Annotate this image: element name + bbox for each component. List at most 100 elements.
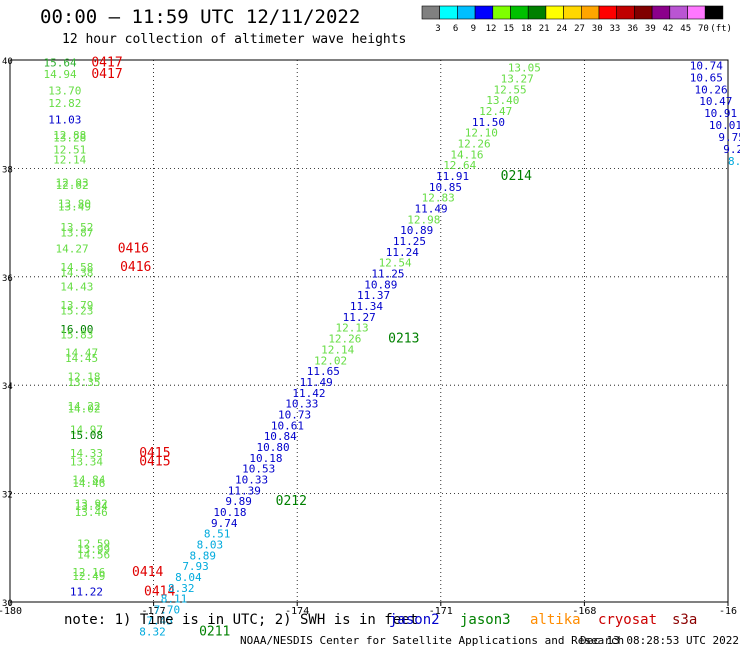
wave-height-label: 12.93: [55, 176, 88, 189]
wave-height-label: 14.45: [65, 352, 98, 365]
wave-height-label: 10.33: [235, 474, 268, 487]
wave-height-label: 9.89: [225, 495, 252, 508]
wave-height-label: 14.84: [72, 474, 105, 487]
x-tick-label: -177: [142, 606, 166, 617]
wave-height-label: 11.25: [371, 268, 404, 281]
time-label: 0414: [132, 565, 163, 580]
colorbar-swatch: [580, 5, 600, 20]
wave-height-label: 8.32: [168, 582, 195, 595]
wave-height-label: 10.18: [213, 506, 246, 519]
wave-height-label: 12.13: [335, 322, 368, 335]
wave-height-label: 12.49: [72, 570, 105, 583]
y-tick-label: 30: [2, 599, 13, 609]
colorbar-label: 21: [539, 24, 550, 34]
legend-jason2: jason2: [389, 612, 440, 628]
wave-height-label: 7.93: [182, 560, 209, 573]
legend-altika: altika: [530, 612, 581, 628]
wave-height-label: 14.02: [67, 403, 100, 416]
colorbar-label: 9: [471, 24, 476, 34]
wave-height-label: 13.46: [75, 506, 108, 519]
wave-height-label: 12.98: [407, 213, 440, 226]
wave-height-label: 12.14: [53, 154, 86, 167]
colorbar-swatch: [616, 5, 635, 20]
wave-height-label: 15.83: [60, 328, 93, 341]
time-label: 0214: [501, 169, 532, 184]
wave-height-label: 11.27: [343, 311, 376, 324]
wave-height-label: 13.79: [60, 299, 93, 312]
wave-height-label: 12.82: [48, 97, 81, 110]
wave-height-label: 14.27: [55, 243, 88, 256]
wave-height-label: 12.02: [314, 354, 347, 367]
wave-height-label: 13.87: [60, 226, 93, 239]
colorbar-swatch: [634, 5, 653, 20]
time-label: 0417: [91, 67, 122, 82]
wave-height-label: 13.35: [67, 376, 100, 389]
wave-height-label: 16.00: [60, 323, 93, 336]
y-tick-label: 34: [2, 382, 13, 392]
x-tick-label: -168: [572, 606, 596, 617]
time-label: 0211: [199, 624, 230, 639]
wave-height-label: 10.33: [285, 398, 318, 411]
x-tick-label: -174: [285, 606, 309, 617]
colorbar-swatch: [510, 5, 529, 20]
colorbar-swatch: [492, 5, 511, 20]
color-scale-bar: 3 6 9 12 15 18 21 24 27 30 33 36 39 42 45 70 (ft): [421, 5, 732, 34]
wave-height-label: 7.70: [154, 604, 181, 617]
wave-height-label: 14.94: [44, 68, 77, 81]
wave-height-label: 13.80: [58, 198, 91, 211]
colorbar-swatch: [669, 5, 688, 20]
graticule-grid: [9, 60, 729, 606]
wave-height-label: 11.49: [300, 376, 333, 389]
wave-height-label: 14.43: [60, 281, 93, 294]
wave-height-label: 11.39: [228, 484, 261, 497]
wave-height-label: 11.37: [357, 289, 390, 302]
wave-height-label: 11.65: [307, 365, 340, 378]
y-tick-label: 32: [2, 491, 13, 501]
wave-height-label: 14.47: [65, 347, 98, 360]
wave-height-label: 12.14: [321, 343, 354, 356]
time-label: 0212: [276, 494, 307, 509]
wave-height-label: 14.38: [60, 266, 93, 279]
wave-height-label: 13.70: [48, 84, 81, 97]
wave-height-label: 8.11: [161, 593, 188, 606]
wave-height-label: 13.92: [75, 497, 108, 510]
colorbar-label: 18: [521, 24, 532, 34]
time-label: 0415: [139, 446, 170, 461]
wave-height-label: 10.89: [400, 224, 433, 237]
wave-height-label: 10.80: [257, 441, 290, 454]
wave-height-label: 11.24: [386, 246, 419, 259]
y-tick-label: 36: [2, 274, 13, 284]
wave-height-label: 10.01: [709, 119, 740, 132]
legend-jason3: jason3: [460, 612, 511, 628]
colorbar-label: 33: [610, 24, 621, 34]
timestamp-text: Dec 13 08:28:53 UTC 2022: [580, 634, 739, 647]
axis-tick-labels: -180 -177 -174 -171 -168 -16 40 38 36 34 32 30: [0, 57, 737, 617]
wave-height-label: 12.26: [328, 333, 361, 346]
colorbar-swatch: [421, 5, 441, 20]
x-tick-label: -180: [0, 606, 22, 617]
colorbar-label: 45: [680, 24, 691, 34]
credit-text: NOAA/NESDIS Center for Satellite Applica…: [240, 634, 625, 647]
time-label: 0416: [118, 242, 149, 257]
colorbar-label: (ft): [710, 24, 732, 34]
wave-height-label: 12.47: [479, 105, 512, 118]
wave-height-label: 12.64: [443, 159, 476, 172]
colorbar-label: 24: [556, 24, 567, 34]
note-text: note: 1) Time is in UTC; 2) SWH is in fe…: [64, 612, 419, 628]
wave-height-label: 10.47: [699, 95, 732, 108]
wave-height-label: 11.34: [350, 300, 383, 313]
wave-height-label: 14.56: [77, 548, 110, 561]
colorbar-swatch: [651, 5, 671, 20]
colorbar-label: 15: [503, 24, 514, 34]
wave-height-label: 9.75: [718, 131, 740, 144]
wave-height-label: 11.91: [436, 170, 469, 183]
page-subtitle: 12 hour collection of altimeter wave hei…: [62, 32, 407, 47]
time-label: 0414: [144, 585, 175, 600]
wave-height-label: 14.97: [70, 424, 103, 437]
colorbar-swatch: [545, 5, 564, 20]
wave-height-label: 9.22: [723, 143, 740, 156]
colorbar-swatch: [474, 5, 494, 20]
wave-height-label: 12.55: [493, 83, 526, 96]
x-tick-label: -16: [719, 606, 737, 617]
y-tick-label: 38: [2, 165, 13, 175]
